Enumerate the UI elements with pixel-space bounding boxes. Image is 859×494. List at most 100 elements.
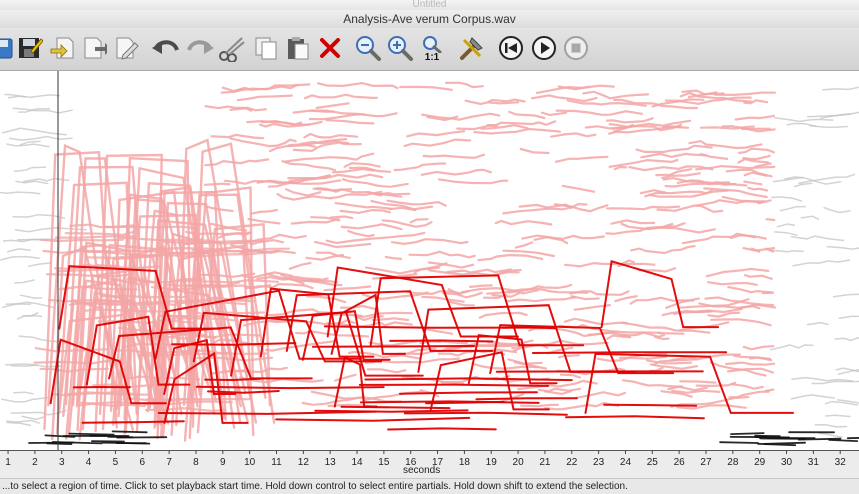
save-button[interactable] [0,33,16,63]
partial-line [304,134,357,138]
background-partial [848,437,859,438]
background-partial [18,316,42,319]
partial-line [386,257,401,259]
axis-tick-label: 32 [835,457,847,468]
background-partial [791,236,843,240]
background-partial [22,416,44,419]
background-partial [7,423,30,426]
background-partial [69,434,113,435]
axis-tick-label: 19 [486,457,498,468]
background-partial [29,263,52,267]
tools-button[interactable] [458,33,486,63]
partial-line [650,368,662,371]
zoom-in-icon [386,34,414,62]
partial-line [368,369,406,372]
partial-line [238,96,292,101]
axis-tick-label: 18 [459,457,471,468]
background-partial [720,442,758,443]
toolbar: 1:1 [0,28,859,71]
partial-line [101,296,186,297]
partial-line [230,138,295,146]
edit-document-button[interactable] [112,33,140,63]
partial-line [607,118,653,122]
axis-tick-label: 10 [244,457,256,468]
redo-button[interactable] [186,33,214,63]
axis-tick-label: 3 [59,457,65,468]
axis-tick-label: 7 [166,457,172,468]
cut-button[interactable] [218,33,246,63]
partial-line [205,159,268,165]
partial-line [637,146,712,152]
partial-line [422,297,463,302]
zoom-in-button[interactable] [386,33,414,63]
partial-line [659,333,684,334]
play-button[interactable] [530,33,558,63]
background-partial [2,398,48,402]
zoom-actual-button[interactable]: 1:1 [418,33,446,63]
background-partial [815,425,846,427]
undo-button[interactable] [152,33,180,63]
background-partial [792,378,852,381]
partial-line [286,189,320,195]
selected-partial [476,398,577,399]
partial-line [656,169,691,175]
partials-plot[interactable] [0,71,859,450]
background-partial [16,181,47,183]
background-partial [47,443,71,444]
selected-partial [400,392,537,394]
partial-line [620,357,666,359]
partial-line [565,319,627,325]
partial-line [561,375,580,378]
background-partial [1,192,40,194]
partial-line [335,375,355,381]
partial-line [767,219,775,220]
zoom-out-button[interactable] [354,33,382,63]
partial-line [317,103,349,108]
copy-button[interactable] [252,33,280,63]
selected-partial [341,407,449,408]
export-button[interactable] [48,33,76,63]
selected-partial [197,387,384,388]
partial-line [515,362,542,364]
play-icon [531,35,557,61]
partial-line [556,157,608,162]
save-as-button[interactable] [16,33,44,63]
cut-icon [218,34,246,62]
import-button[interactable] [80,33,108,63]
tools-icon [458,34,486,62]
selected-partial [276,418,469,421]
background-partial [772,250,803,252]
stop-icon [563,35,589,61]
selected-partial [315,410,467,411]
paste-icon [285,35,311,61]
partial-line [583,92,648,99]
partial-line [680,381,715,382]
background-partial [808,112,859,117]
delete-button[interactable] [316,33,344,63]
axis-tick-label: 14 [351,457,363,468]
partial-line [47,274,131,276]
background-partial [827,246,859,249]
axis-tick-label: 4 [86,457,92,468]
rewind-button[interactable] [497,33,525,63]
axis-tick-label: 9 [220,457,226,468]
partial-line [745,275,772,279]
partial-line [666,184,747,187]
background-window-title: Untitled [0,0,859,10]
partial-line [701,154,727,159]
background-partial [819,433,842,437]
axis-tick-label: 26 [674,457,686,468]
partial-line [411,219,428,222]
partials-canvas[interactable] [0,71,859,450]
stop-button[interactable] [562,33,590,63]
partial-line [726,363,774,365]
background-partial [755,436,780,437]
partial-line [641,190,665,193]
partial-line [522,236,604,239]
background-partial [787,124,816,127]
paste-button[interactable] [284,33,312,63]
partial-line [641,154,706,157]
background-partial [10,137,72,141]
axis-tick-label: 13 [325,457,337,468]
partial-line [446,83,483,87]
